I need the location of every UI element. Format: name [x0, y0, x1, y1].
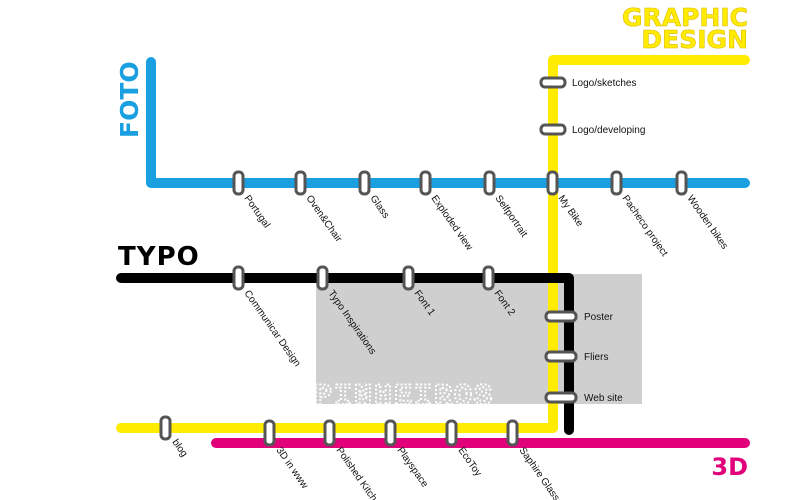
station-marker: [482, 265, 495, 291]
station-marker: [610, 170, 623, 196]
station-label: Poster: [584, 312, 614, 323]
station-marker: [294, 170, 307, 196]
line-typo: [116, 273, 574, 435]
station-typo-6[interactable]: Fliers: [544, 350, 608, 363]
station-marker: [675, 170, 688, 196]
foto-line-path: [146, 57, 750, 188]
station-label: Communicar Design: [242, 288, 303, 369]
station-marker: [544, 350, 578, 363]
title-graphic-design-1: GRAPHIC: [622, 3, 748, 32]
station-label: Web site: [584, 393, 623, 404]
station-label: Glass: [368, 193, 392, 220]
station-marker: [483, 170, 496, 196]
graphic-design-line-path: [116, 55, 750, 433]
title-3d: 3D: [711, 453, 748, 481]
station-marker: [263, 419, 276, 447]
station-marker: [546, 170, 559, 196]
station-marker: [159, 415, 172, 441]
station-marker: [544, 391, 578, 404]
line-graphic-design: [116, 55, 750, 433]
station-typo-7[interactable]: Web site: [544, 391, 623, 404]
station-marker: [544, 310, 578, 323]
station-marker: [419, 170, 432, 196]
station-marker: [323, 419, 336, 447]
station-label: My Bike: [556, 193, 586, 229]
title-graphic-design-2: DESIGN: [641, 25, 748, 54]
title-typo: TYPO: [118, 242, 200, 272]
station-label: Logo/sketches: [572, 78, 637, 89]
station-label: Exploded view: [429, 193, 475, 253]
station-label: 3D in www: [274, 445, 311, 491]
station-marker: [358, 170, 371, 196]
overlay-panel: [316, 274, 642, 404]
station-label: Logo/developing: [572, 125, 645, 136]
station-label: Wooden bikes: [685, 193, 730, 251]
station-marker: [232, 170, 245, 196]
station-label: Selfportrait: [493, 193, 530, 239]
station-marker: [539, 76, 567, 89]
station-label: blog: [170, 437, 190, 459]
title-foto: FOTO: [115, 61, 144, 138]
station-graphic-2[interactable]: Logo/developing: [539, 123, 645, 136]
overlay-text: PINHEIROS: [314, 380, 494, 414]
station-label: Portugal: [242, 193, 272, 230]
station-marker: [506, 419, 519, 447]
station-label: EcoToy: [456, 445, 484, 478]
station-marker: [384, 419, 397, 447]
station-label: Oven&Chair: [304, 193, 345, 244]
station-label: Fliers: [584, 352, 608, 363]
station-label: Saphire Glass: [517, 445, 562, 500]
line-foto: [146, 57, 750, 188]
typo-line-path: [116, 273, 574, 435]
station-graphic-1[interactable]: Logo/sketches: [539, 76, 637, 89]
station-label: Playspace: [395, 445, 431, 489]
station-typo-5[interactable]: Poster: [544, 310, 614, 323]
station-marker: [539, 123, 567, 136]
station-marker: [445, 419, 458, 447]
station-label: Pacheco project: [620, 193, 670, 258]
station-marker: [232, 265, 245, 291]
station-marker: [316, 265, 329, 291]
station-label: Polished Kitchen: [334, 445, 386, 500]
station-marker: [402, 265, 415, 291]
